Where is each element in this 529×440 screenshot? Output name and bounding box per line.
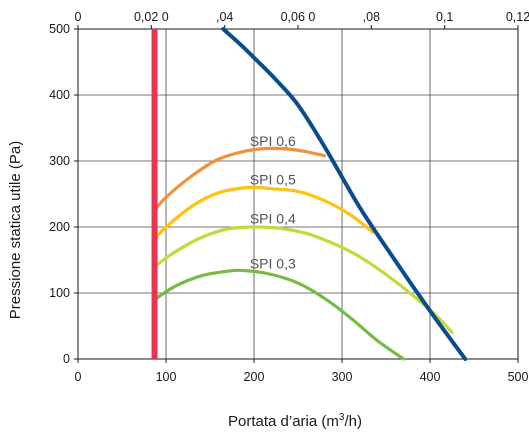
y-tick-label: 200 [49,220,70,234]
top-axis-ticks: 0 0,02 0 ,04 0,06 0 ,08 0,1 0,12 [75,10,529,29]
y-tick-label: 100 [49,286,70,300]
x-axis-title: Portata d’aria (m3/h) [228,412,362,430]
top-tick-label: 0,12 [506,10,529,24]
x-tick-label: 300 [332,370,353,384]
series-line-spi-0-5 [153,185,375,241]
curve-labels: SPI 0,6 SPI 0,5 SPI 0,4 SPI 0,3 [250,133,296,271]
x-tick-label: 400 [420,370,441,384]
series-lines [153,27,468,361]
top-tick-label: 0 [75,10,82,24]
y-tick-label: 300 [49,154,70,168]
top-tick-label: 0,1 [436,10,453,24]
curve-label: SPI 0,4 [250,210,296,226]
curve-label: SPI 0,3 [250,255,296,271]
y-axis-ticks: 0 100 200 300 400 500 [49,22,78,366]
y-axis-title: Pressione statica utile (Pa) [7,141,24,319]
top-tick-label: ,04 [216,10,233,24]
x-tick-label: 500 [508,370,529,384]
x-tick-label: 0 [75,370,82,384]
x-axis-ticks: 0 100 200 300 400 500 [75,359,529,384]
x-tick-label: 100 [156,370,177,384]
top-tick-label: 0,06 0 [281,10,316,24]
y-tick-label: 500 [49,22,70,36]
series-line-spi-0-6 [153,146,326,213]
curve-label: SPI 0,5 [250,171,296,187]
curve-label: SPI 0,6 [250,133,296,149]
grid [78,29,518,359]
system-curve-line [221,27,468,361]
series-line-spi-0-4 [153,225,454,335]
y-tick-label: 400 [49,88,70,102]
top-tick-label: ,08 [363,10,380,24]
plot-frame [77,28,519,360]
y-tick-label: 0 [63,352,70,366]
series-line-spi-0-3 [153,268,406,361]
x-tick-label: 200 [244,370,265,384]
top-tick-label: 0,02 0 [134,10,169,24]
